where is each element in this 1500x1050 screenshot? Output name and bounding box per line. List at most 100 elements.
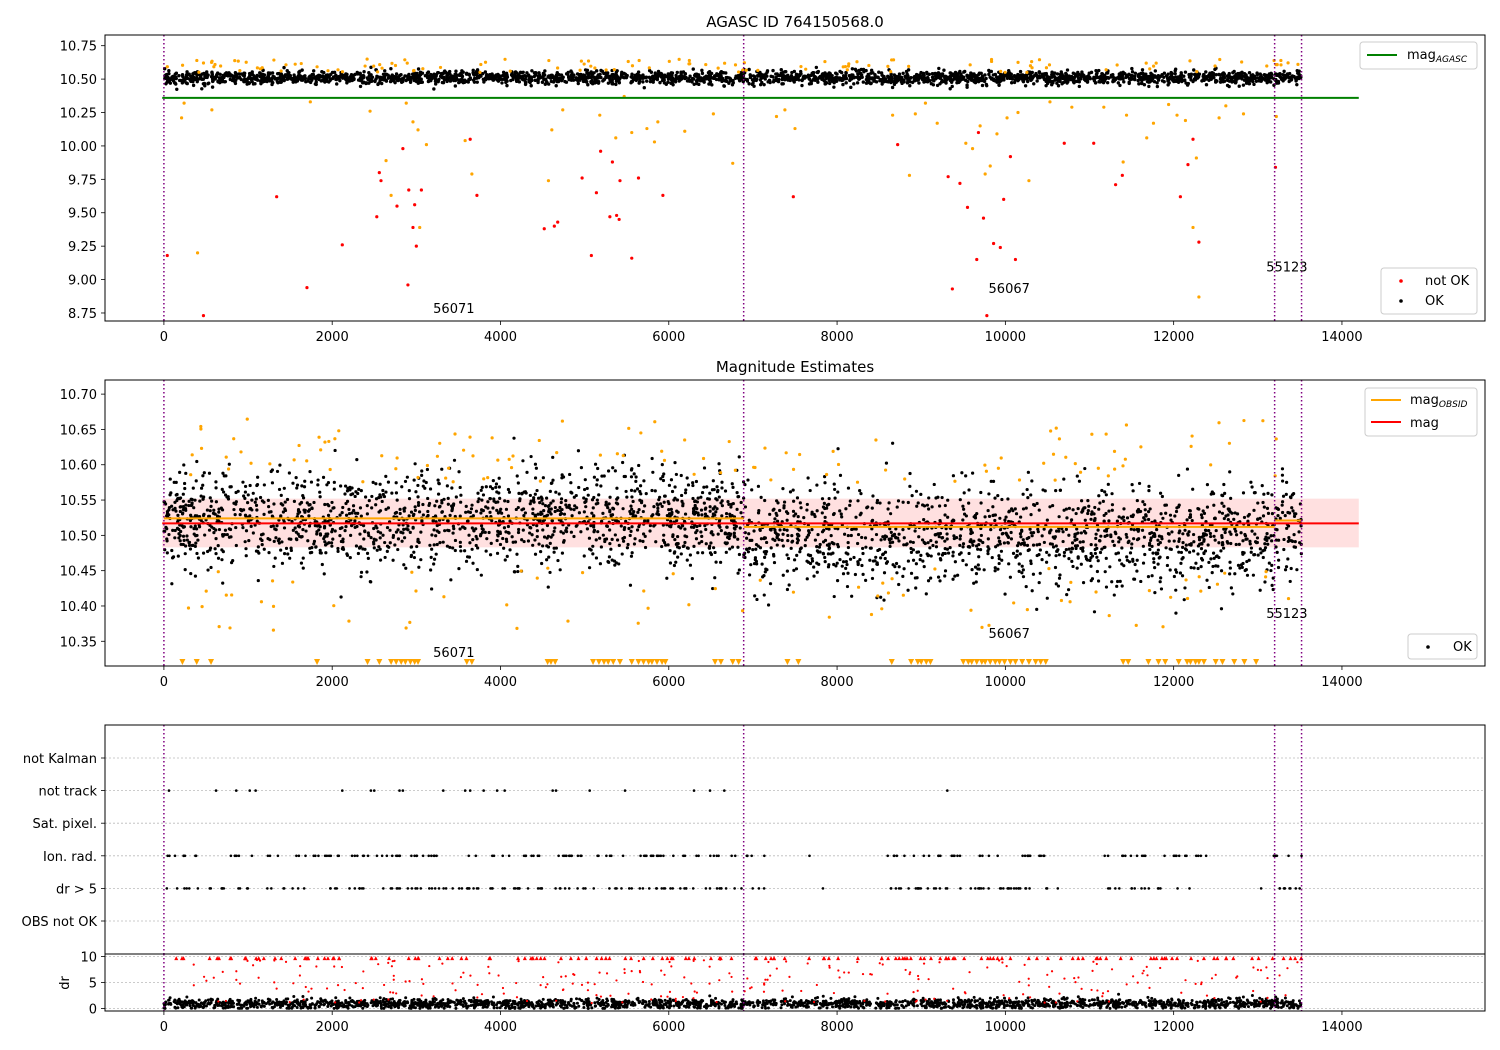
ok-point [378, 509, 383, 513]
orange-point [1279, 63, 1283, 67]
ok-point [660, 504, 664, 509]
orange-point [233, 59, 237, 63]
ok-point [826, 565, 831, 569]
ok-point [772, 78, 776, 82]
ok-point [1261, 555, 1265, 560]
ok-point [480, 485, 484, 489]
ok-point [1089, 517, 1093, 521]
ok-point [629, 554, 634, 558]
ok-point [707, 69, 712, 74]
ok-point [558, 505, 562, 510]
ok-point [229, 73, 234, 77]
ok-point [1265, 506, 1270, 510]
ok-point [969, 78, 974, 82]
not-ok-point [965, 205, 970, 210]
ok-point [671, 534, 675, 539]
ok-point [1223, 530, 1227, 535]
ok-point [699, 508, 704, 512]
ok-point [673, 537, 677, 542]
ok-point [479, 511, 483, 515]
ok-point [1285, 72, 1290, 77]
orange-point [579, 59, 583, 63]
ok-point [194, 479, 198, 483]
ok-point [1278, 516, 1282, 520]
ok-point [361, 547, 365, 551]
ok-point [940, 535, 945, 540]
not-ok-point [1062, 141, 1066, 145]
ok-point [914, 489, 919, 493]
ok-point [752, 74, 757, 79]
ok-point [1181, 545, 1185, 549]
ok-point [1075, 527, 1079, 531]
ok-point [195, 459, 199, 464]
ok-point [944, 76, 948, 80]
orange-point [1175, 113, 1179, 117]
ok-point [1234, 77, 1238, 82]
ok-point [832, 511, 836, 516]
not-ok-point [958, 181, 962, 185]
ok-point [470, 526, 474, 530]
ok-point [817, 76, 821, 80]
ok-point [908, 80, 912, 84]
ok-point [170, 556, 175, 560]
ok-point [220, 79, 224, 84]
ok-point [454, 495, 458, 499]
ok-point [334, 73, 338, 77]
ok-point [1071, 508, 1075, 512]
ok-point [1179, 561, 1183, 565]
ok-point [641, 76, 645, 80]
ok-point [1042, 527, 1046, 531]
ok-point [768, 582, 773, 586]
ok-point [1032, 82, 1036, 86]
ok-point [1037, 74, 1042, 78]
ok-point [586, 493, 590, 497]
ok-point [832, 81, 836, 85]
orange-point [647, 66, 651, 70]
ok-point [961, 518, 965, 522]
ok-point [589, 70, 593, 74]
ok-point [417, 565, 421, 569]
ok-point [1133, 71, 1138, 75]
ok-point [409, 554, 413, 559]
not-ok-point [406, 283, 410, 287]
ok-point [852, 82, 856, 86]
ok-point [595, 478, 599, 482]
ok-point [780, 77, 784, 82]
ok-point [763, 498, 767, 503]
orange-point [723, 61, 727, 65]
ok-point [1112, 79, 1116, 83]
ok-point [215, 72, 219, 77]
ok-point [1116, 81, 1121, 85]
ok-point [500, 81, 504, 85]
ok-point [1105, 533, 1109, 537]
ok-point [986, 508, 990, 513]
ok-point [1035, 501, 1039, 506]
ok-point [283, 500, 287, 504]
ok-point [282, 551, 287, 556]
ok-point [437, 481, 441, 485]
ok-point [961, 545, 965, 549]
ok-point [1212, 503, 1216, 507]
ok-point [1018, 69, 1023, 74]
ok-point [495, 538, 499, 543]
ok-point [1069, 550, 1073, 554]
ok-point [413, 462, 417, 466]
ok-point [1158, 580, 1162, 584]
ok-point [702, 77, 706, 81]
ok-point [535, 488, 539, 493]
ok-point [191, 83, 196, 88]
ok-point [1181, 541, 1185, 545]
ok-point [1255, 536, 1260, 540]
ok-point [430, 76, 434, 81]
ok-point [1149, 538, 1153, 542]
ok-point [752, 529, 756, 533]
ok-point [713, 576, 717, 580]
ok-point [788, 75, 793, 80]
ok-point [356, 551, 360, 556]
p1-xtick-label: 0 [160, 330, 168, 345]
ok-point [946, 498, 950, 502]
ok-point [426, 496, 430, 501]
ok-point [771, 75, 775, 79]
ok-point [178, 539, 182, 543]
